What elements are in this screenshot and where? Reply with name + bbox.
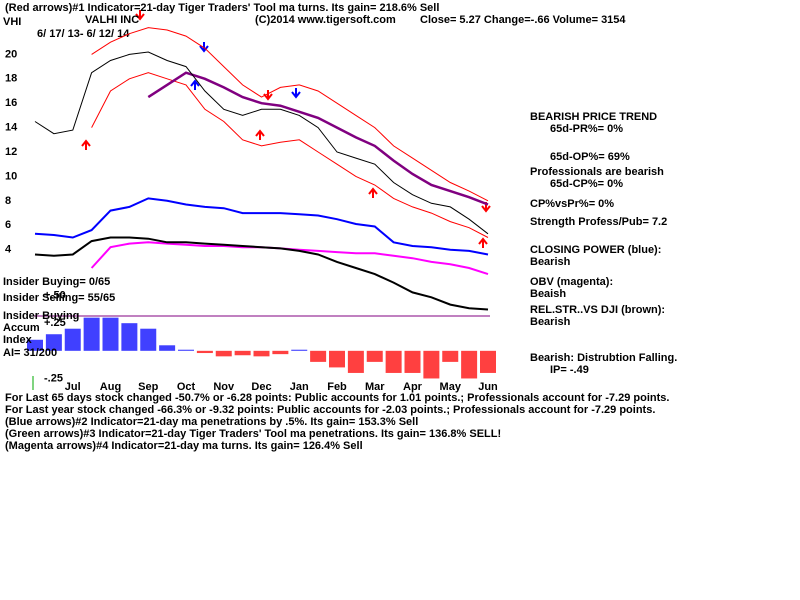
sidebar-text: Strength Profess/Pub= 7.2 [530, 216, 667, 228]
bar [291, 349, 308, 351]
series-line [91, 27, 489, 202]
x-tick-label: Mar [365, 381, 385, 393]
y-tick-label: 18 [5, 73, 17, 85]
series-line [34, 197, 489, 256]
bar [196, 350, 213, 354]
footer-text: For Last 65 days stock changed -50.7% or… [5, 392, 669, 404]
x-tick-label: Oct [177, 381, 196, 393]
x-tick-label: Dec [251, 381, 271, 393]
sidebar-text: 65d-CP%= 0% [550, 178, 623, 190]
bar [329, 350, 345, 368]
sidebar-text: IP= -.49 [550, 364, 589, 376]
bar [102, 317, 119, 351]
sidebar-text: OBV (magenta): [530, 276, 613, 288]
sidebar-text: BEARISH PRICE TREND [530, 111, 657, 123]
footer-text: (Magenta arrows)#4 Indicator=21-day ma t… [5, 440, 363, 452]
x-tick-label: Jan [290, 381, 309, 393]
y-tick-label: -.25 [44, 372, 63, 384]
insider-text: Insider Selling= 55/65 [3, 292, 115, 304]
footer-text: (Green arrows)#3 Indicator=21-day Tiger … [5, 428, 501, 440]
x-tick-label: Jun [478, 381, 498, 393]
series-line [34, 236, 489, 311]
footer-text: For Last year stock changed -66.3% or -9… [5, 404, 655, 416]
arrow [291, 88, 301, 99]
bar [461, 350, 478, 379]
bar [366, 350, 383, 362]
x-tick-label: Sep [138, 381, 158, 393]
y-tick-label: 12 [5, 146, 17, 158]
bar [234, 350, 251, 356]
y-tick-label: 10 [5, 170, 17, 182]
insider-text: AI= 31/200 [3, 347, 57, 359]
y-tick-label: 16 [5, 97, 17, 109]
y-tick-label: 14 [5, 122, 18, 134]
insider-text: Insider Buying [3, 310, 79, 322]
bar [83, 317, 100, 351]
series-line [34, 51, 489, 235]
x-tick-label: May [440, 381, 462, 393]
bar [423, 350, 440, 379]
bar [385, 350, 402, 373]
sidebar-text: REL.STR..VS DJI (brown): [530, 304, 665, 316]
footer-text: (Blue arrows)#2 Indicator=21-day ma pene… [5, 416, 418, 428]
quote: Close= 5.27 Change=-.66 Volume= 3154 [420, 14, 626, 26]
bar [140, 328, 157, 351]
bar [178, 349, 194, 351]
sidebar-text: 65d-OP%= 69% [550, 151, 630, 163]
copyright: (C)2014 www.tigersoft.com [255, 14, 396, 26]
sidebar-text: CLOSING POWER (blue): [530, 244, 661, 256]
series-line [147, 71, 489, 206]
symbol: VHI [3, 16, 21, 28]
sidebar-text: Bearish: Distrubtion Falling. [530, 352, 677, 364]
y-tick-label: 8 [5, 195, 11, 207]
sidebar-text: Bearish [530, 256, 571, 268]
y-tick-label: 4 [5, 244, 12, 256]
arrow [255, 129, 265, 140]
insider-text: Accum [3, 322, 40, 334]
bar [272, 350, 289, 355]
sidebar-text: 65d-PR%= 0% [550, 123, 623, 135]
x-tick-label: Aug [100, 381, 121, 393]
sidebar-text: Beaish [530, 288, 566, 300]
series-line [91, 72, 489, 238]
bar [215, 350, 232, 357]
y-tick-label: +.50 [44, 289, 66, 301]
x-tick-label: Feb [327, 381, 347, 393]
arrow [190, 79, 200, 90]
x-tick-label: Jul [65, 381, 81, 393]
arrow [478, 237, 488, 248]
y-tick-label: +.25 [44, 317, 66, 329]
company: VALHI INC [85, 14, 139, 26]
bar [253, 350, 270, 357]
sidebar-text: Bearish [530, 316, 571, 328]
arrow [135, 10, 145, 21]
bar [310, 350, 327, 362]
bar [404, 350, 421, 373]
bar [347, 350, 364, 373]
arrow [199, 42, 209, 53]
bar [27, 339, 43, 351]
y-tick-label: 6 [5, 219, 11, 231]
insider-text: Insider Buying= 0/65 [3, 276, 110, 288]
dates: 6/ 17/ 13- 6/ 12/ 14 [37, 28, 130, 40]
x-tick-label: Apr [403, 381, 423, 393]
bar [442, 350, 459, 362]
x-tick-label: Nov [213, 381, 235, 393]
insider-text: Index [3, 334, 33, 346]
bar [159, 345, 176, 351]
bar [480, 350, 496, 373]
sidebar-text: CP%vsPr%= 0% [530, 198, 614, 210]
bar [121, 323, 138, 351]
header-line: (Red arrows)#1 Indicator=21-day Tiger Tr… [5, 2, 439, 14]
bar [64, 328, 81, 351]
sidebar-text: Professionals are bearish [530, 166, 664, 178]
y-tick-label: 20 [5, 48, 17, 60]
arrow [81, 139, 91, 150]
arrow [368, 187, 378, 198]
bar [45, 334, 62, 351]
